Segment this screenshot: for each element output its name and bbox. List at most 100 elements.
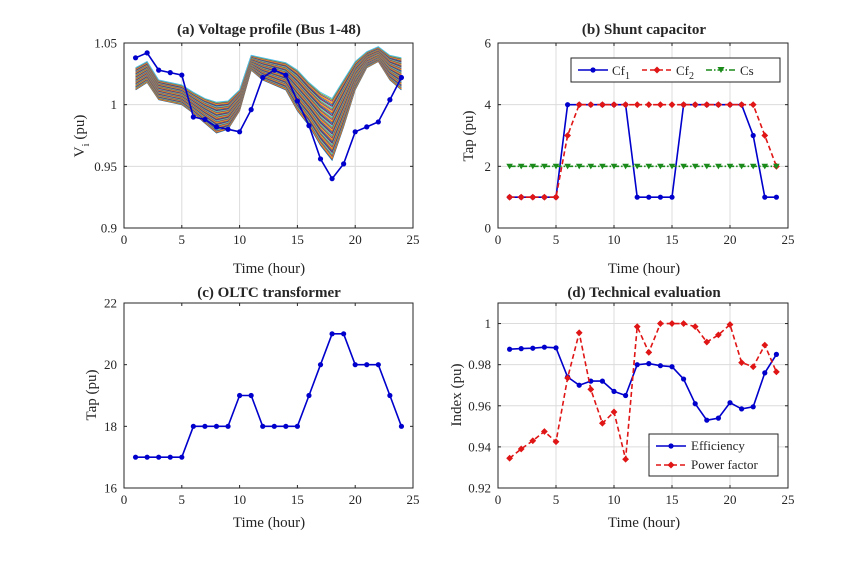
data-point [225, 423, 231, 429]
data-point [352, 129, 358, 135]
x-tick-label: 10 [233, 492, 246, 507]
legend-efficiency-label: Efficiency [691, 438, 745, 453]
data-point [738, 163, 745, 170]
data-point [329, 176, 335, 182]
axes-frame-a [123, 42, 414, 229]
data-point [715, 163, 722, 170]
panel-a-ylabel-main: V [72, 146, 88, 157]
data-point [726, 163, 734, 170]
data-point [703, 338, 711, 346]
data-point [715, 331, 722, 339]
data-point [773, 163, 780, 170]
y-tick-label: 0.92 [468, 481, 491, 496]
data-point [564, 163, 571, 170]
panel-a-ylabel-sub: i [80, 143, 92, 146]
data-point [739, 406, 745, 412]
data-point [202, 423, 208, 429]
data-point [294, 98, 300, 104]
x-tick-label: 25 [407, 232, 420, 247]
data-point [622, 101, 629, 109]
data-point [645, 348, 653, 356]
y-tick-label: 1 [111, 97, 118, 112]
data-point [283, 72, 289, 78]
legend-cs-marker [717, 67, 725, 73]
legend-cf1-sub: 1 [625, 71, 630, 82]
x-tick-label: 10 [608, 492, 621, 507]
data-point [610, 163, 618, 170]
data-point [727, 400, 733, 406]
panel-c-title: (c) OLTC transformer [197, 285, 341, 301]
data-point [541, 163, 548, 170]
data-point [773, 194, 780, 200]
data-point [634, 362, 640, 368]
data-point [634, 194, 640, 200]
data-point [599, 101, 606, 109]
data-point [738, 359, 745, 367]
data-point [364, 362, 370, 368]
y-tick-label: 20 [104, 357, 117, 372]
plot-area-a: 0 5 10 15 20 25 0.9 0.95 1 1.05 [94, 36, 419, 248]
data-point [715, 101, 722, 109]
data-point [167, 454, 173, 460]
data-point [657, 163, 664, 170]
data-point [680, 101, 687, 109]
data-point [156, 454, 162, 460]
y-tick-label: 22 [104, 296, 117, 311]
panel-a-ylabel-unit: (pu) [72, 115, 88, 144]
legend-cf1-label: Cf1 [612, 63, 630, 82]
data-point [517, 193, 525, 201]
data-point [375, 119, 381, 125]
panel-c-ylabel: Tap (pu) [84, 369, 100, 420]
series-b-2 [506, 163, 780, 170]
data-point [668, 320, 676, 327]
data-point [587, 101, 595, 109]
y-tick-label: 2 [485, 159, 492, 174]
data-point [306, 123, 312, 129]
x-tick-label: 10 [608, 232, 621, 247]
legend-power-factor-label: Power factor [691, 457, 758, 472]
data-point [144, 454, 150, 460]
data-point [225, 126, 231, 132]
x-tick-label: 20 [349, 232, 362, 247]
y-tick-label: 0.98 [468, 357, 491, 372]
legend-cf2-name: Cf [676, 63, 690, 78]
data-point [260, 423, 266, 429]
data-point [657, 194, 664, 200]
data-point [144, 50, 150, 56]
panel-d-xlabel: Time (hour) [608, 515, 680, 531]
data-point [704, 417, 710, 423]
x-tick-label: 25 [782, 492, 795, 507]
x-tick-label: 5 [553, 492, 560, 507]
legend-technical-evaluation: Efficiency Power factor [648, 433, 779, 477]
data-point [575, 329, 583, 337]
data-point [773, 368, 780, 376]
panel-shunt-capacitor: 0 5 10 15 20 25 0 2 4 6 (b) Shunt capacitor Time … [461, 22, 795, 277]
y-tick-label: 1 [485, 316, 492, 331]
legend-power-factor-marker [667, 461, 675, 469]
data-point [341, 331, 347, 337]
legend-cf2-marker [653, 66, 661, 74]
data-point [680, 320, 687, 327]
data-point [726, 101, 734, 109]
data-point [248, 392, 254, 399]
data-point [645, 163, 653, 170]
data-point [553, 345, 559, 351]
data-point [529, 163, 537, 170]
x-tick-label: 20 [724, 232, 737, 247]
y-tick-label: 18 [104, 419, 117, 434]
data-point [680, 163, 687, 170]
data-point [633, 323, 641, 331]
panel-a-xlabel: Time (hour) [233, 261, 305, 277]
data-point [283, 423, 289, 429]
y-tick-label: 4 [485, 97, 492, 112]
data-point [306, 392, 312, 399]
data-point [364, 124, 370, 130]
data-point [132, 454, 139, 460]
data-point [773, 351, 780, 357]
data-point [375, 362, 381, 368]
legend-cf1-name: Cf [612, 63, 626, 78]
data-point [749, 163, 757, 170]
data-point [761, 163, 769, 170]
data-point [575, 101, 583, 109]
